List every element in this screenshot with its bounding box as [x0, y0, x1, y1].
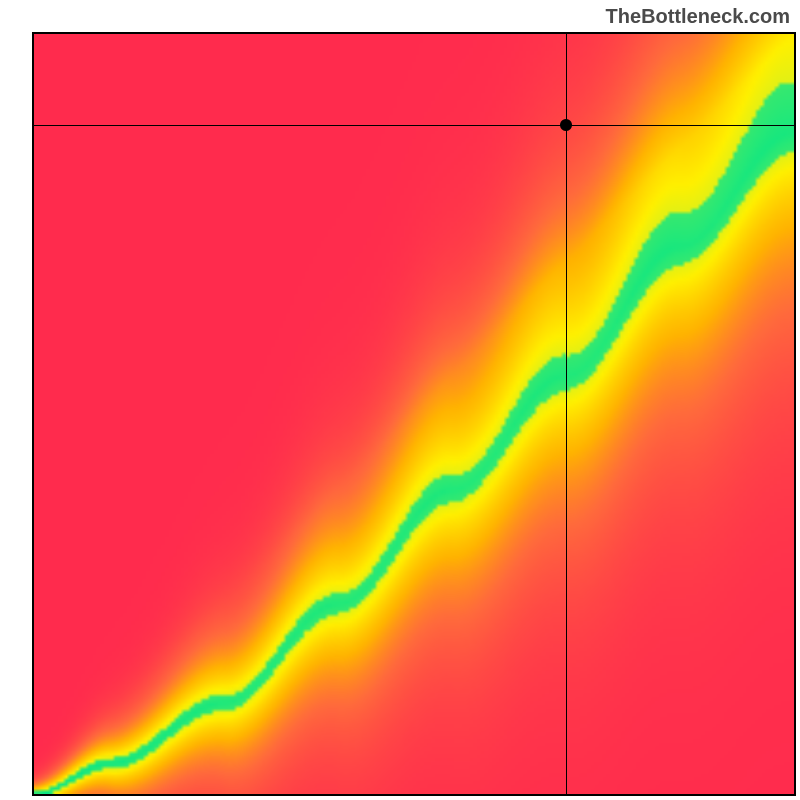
attribution-text: TheBottleneck.com: [606, 6, 790, 29]
selection-marker[interactable]: [560, 119, 572, 131]
bottleneck-heatmap-inner: [34, 34, 794, 794]
bottleneck-heatmap-frame: [32, 32, 796, 796]
crosshair-horizontal: [34, 125, 794, 126]
crosshair-vertical: [566, 34, 567, 794]
bottleneck-heatmap-canvas: [34, 34, 794, 794]
